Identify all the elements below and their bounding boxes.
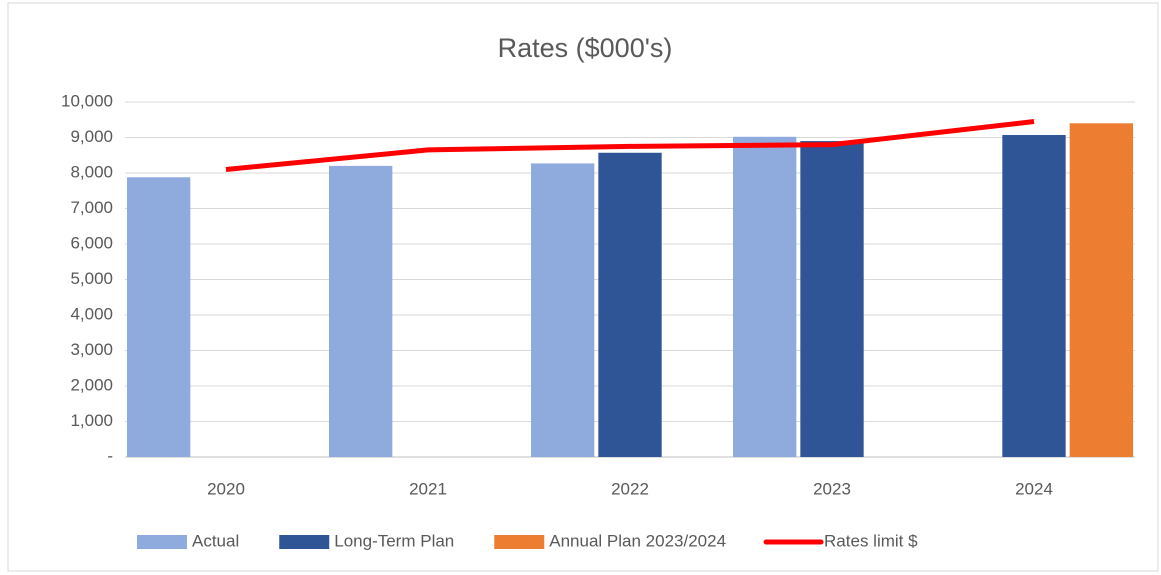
y-tick-label: 9,000	[70, 127, 113, 146]
bar	[329, 165, 393, 457]
bar	[1069, 123, 1133, 458]
bar	[733, 136, 797, 458]
legend-label: Annual Plan 2023/2024	[549, 531, 726, 550]
y-tick-label: 1,000	[70, 411, 113, 430]
legend-label: Actual	[192, 531, 239, 550]
legend-swatch	[494, 535, 545, 549]
y-tick-label: 3,000	[70, 340, 113, 359]
bar	[531, 163, 595, 458]
chart-title: Rates ($000's)	[498, 33, 673, 63]
y-tick-label: 6,000	[70, 233, 113, 252]
bar	[598, 152, 662, 457]
bar	[1002, 135, 1066, 457]
legend-swatch	[137, 535, 187, 549]
bar	[800, 141, 864, 458]
x-tick-label: 2023	[813, 479, 851, 498]
bar	[127, 177, 191, 457]
y-tick-label: 8,000	[70, 162, 113, 181]
x-tick-label: 2021	[409, 479, 447, 498]
y-tick-label: 2,000	[70, 375, 113, 394]
legend-label: Long-Term Plan	[334, 531, 454, 550]
y-tick-label: 5,000	[70, 269, 113, 288]
line	[225, 119, 1035, 172]
legend-label: Rates limit $	[824, 531, 918, 550]
legend-swatch	[279, 535, 330, 549]
y-tick-label: 10,000	[61, 91, 113, 110]
y-tick-label: 7,000	[70, 198, 113, 217]
x-tick-label: 2020	[207, 479, 245, 498]
x-tick-label: 2024	[1015, 479, 1053, 498]
y-tick-label: 4,000	[70, 304, 113, 323]
x-tick-label: 2022	[611, 479, 649, 498]
y-tick-label: -	[107, 446, 113, 465]
